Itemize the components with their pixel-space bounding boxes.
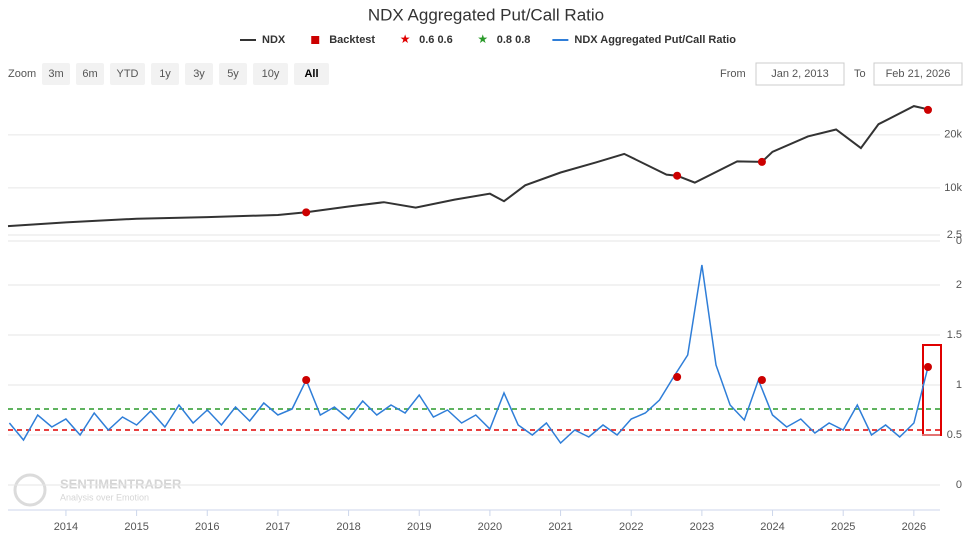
zoom-button-label[interactable]: 1y bbox=[159, 68, 171, 80]
to-date[interactable]: Feb 21, 2026 bbox=[886, 68, 951, 80]
zoom-button-label[interactable]: 3m bbox=[48, 68, 63, 80]
zoom-button-bg[interactable] bbox=[42, 63, 70, 85]
from-label: From bbox=[720, 68, 746, 80]
backtest-point bbox=[302, 376, 311, 384]
x-tick-label: 2022 bbox=[619, 521, 643, 533]
series-line bbox=[7, 105, 929, 228]
y-tick-label: 1 bbox=[956, 379, 962, 391]
x-tick-label: 2015 bbox=[124, 521, 148, 533]
backtest-point bbox=[673, 373, 682, 381]
x-tick-label: 2014 bbox=[54, 521, 78, 533]
x-tick-label: 2025 bbox=[831, 521, 855, 533]
watermark: SENTIMENTRADER Analysis over Emotion bbox=[13, 473, 182, 507]
legend-label: NDX Aggregated Put/Call Ratio bbox=[574, 34, 736, 46]
backtest-point bbox=[757, 376, 766, 384]
x-tick-label: 2017 bbox=[266, 521, 290, 533]
to-label: To bbox=[854, 68, 866, 80]
x-tick-label: 2016 bbox=[195, 521, 219, 533]
x-tick-label: 2019 bbox=[407, 521, 431, 533]
zoom-button-bg[interactable] bbox=[110, 63, 145, 85]
backtest-point bbox=[302, 208, 311, 217]
legend-label: Backtest bbox=[329, 34, 375, 46]
zoom-button-bg[interactable] bbox=[76, 63, 104, 85]
backtest-point bbox=[923, 105, 932, 114]
legend-label: 0.8 0.8 bbox=[497, 34, 531, 46]
x-tick-label: 2020 bbox=[478, 521, 502, 533]
watermark-subtext: Analysis over Emotion bbox=[60, 492, 149, 502]
y-tick-label: 0 bbox=[956, 479, 962, 491]
zoom-button-label[interactable]: 6m bbox=[82, 68, 97, 80]
y-tick-label: 1.5 bbox=[947, 329, 962, 341]
zoom-button[interactable]: YTD bbox=[110, 63, 145, 85]
legend-symbol: ★ bbox=[477, 32, 488, 46]
y-tick-label: 10k bbox=[944, 182, 962, 194]
y-tick-label: 0 bbox=[956, 235, 962, 247]
x-tick-label: 2026 bbox=[902, 521, 926, 533]
y-tick-label: 20k bbox=[944, 129, 962, 141]
zoom-button[interactable]: 10y bbox=[253, 63, 288, 85]
zoom-button[interactable]: 5y bbox=[219, 63, 247, 85]
zoom-button[interactable]: 3y bbox=[185, 63, 213, 85]
legend-label: NDX bbox=[262, 34, 286, 46]
legend-symbol bbox=[311, 36, 320, 44]
zoom-button-bg[interactable] bbox=[185, 63, 213, 85]
zoom-button[interactable]: 3m bbox=[42, 63, 70, 85]
y-tick-label: 2.5 bbox=[947, 229, 962, 241]
zoom-label: Zoom bbox=[8, 68, 36, 80]
highlight-box bbox=[922, 344, 942, 436]
zoom-button-label[interactable]: 3y bbox=[193, 68, 205, 80]
legend-symbol: ★ bbox=[400, 32, 411, 46]
zoom-button-label[interactable]: 5y bbox=[227, 68, 239, 80]
watermark-text: SENTIMENTRADER bbox=[60, 476, 182, 491]
zoom-button-label[interactable]: All bbox=[304, 68, 318, 80]
backtest-point bbox=[923, 363, 932, 371]
watermark-logo bbox=[13, 473, 47, 507]
backtest-point bbox=[757, 157, 766, 166]
from-date[interactable]: Jan 2, 2013 bbox=[771, 68, 829, 80]
zoom-button[interactable]: All bbox=[294, 63, 329, 85]
x-tick-label: 2023 bbox=[690, 521, 714, 533]
legend-label: 0.6 0.6 bbox=[419, 34, 453, 46]
zoom-button-label[interactable]: 10y bbox=[262, 68, 280, 80]
zoom-button-label[interactable]: YTD bbox=[117, 68, 139, 80]
x-tick-label: 2021 bbox=[548, 521, 572, 533]
chart-title: NDX Aggregated Put/Call Ratio bbox=[368, 5, 604, 24]
x-tick-label: 2024 bbox=[760, 521, 784, 533]
from-input[interactable] bbox=[755, 62, 845, 86]
series-line bbox=[8, 264, 929, 445]
backtest-point bbox=[673, 171, 682, 180]
zoom-button-bg[interactable] bbox=[151, 63, 179, 85]
zoom-button-bg[interactable] bbox=[253, 63, 288, 85]
zoom-button[interactable]: 1y bbox=[151, 63, 179, 85]
x-tick-label: 2018 bbox=[336, 521, 360, 533]
zoom-button-bg[interactable] bbox=[219, 63, 247, 85]
to-input[interactable] bbox=[873, 62, 963, 86]
zoom-button-bg[interactable] bbox=[294, 63, 329, 85]
zoom-button[interactable]: 6m bbox=[76, 63, 104, 85]
y-tick-label: 0.5 bbox=[947, 429, 962, 441]
y-tick-label: 2 bbox=[956, 279, 962, 291]
